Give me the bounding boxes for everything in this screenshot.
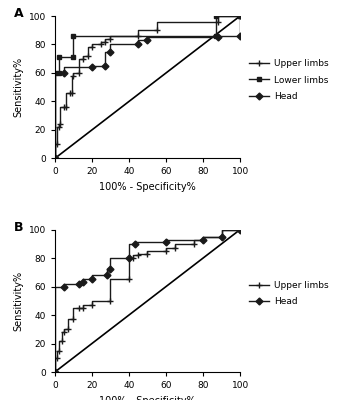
X-axis label: 100% - Specificity%: 100% - Specificity% [99, 396, 196, 400]
Legend: Upper limbs, Lower limbs, Head: Upper limbs, Lower limbs, Head [246, 56, 332, 104]
X-axis label: 100% - Specificity%: 100% - Specificity% [99, 182, 196, 192]
Text: A: A [14, 8, 24, 20]
Text: B: B [14, 221, 24, 234]
Legend: Upper limbs, Head: Upper limbs, Head [246, 278, 332, 310]
Y-axis label: Sensitivity%: Sensitivity% [13, 57, 23, 117]
Y-axis label: Sensitivity%: Sensitivity% [13, 271, 23, 331]
